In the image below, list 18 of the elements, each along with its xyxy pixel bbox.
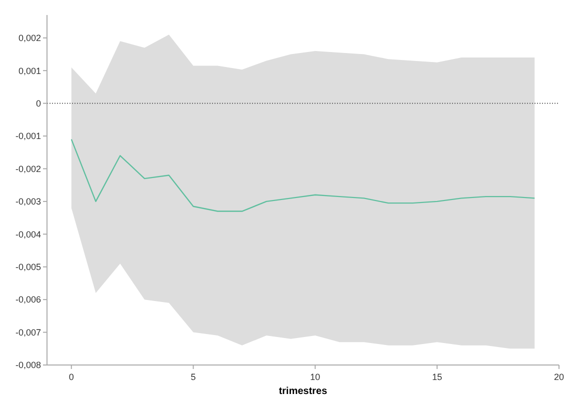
x-axis-title: trimestres — [278, 386, 328, 397]
x-tick-label: 15 — [432, 372, 442, 382]
y-tick-label: -0,002 — [15, 164, 41, 174]
line-series — [70, 138, 536, 212]
x-tick-label: 0 — [68, 372, 74, 382]
y-tick-label: -0,006 — [15, 294, 41, 305]
y-tick-label: 0,002 — [18, 33, 41, 44]
y-tick-label: -0,004 — [15, 229, 41, 240]
y-tick-label: -0,005 — [15, 262, 41, 272]
y-tick-label: -0,003 — [15, 196, 41, 207]
x-tick-label: 10 — [310, 372, 320, 382]
x-tick-label: 20 — [554, 372, 564, 382]
y-tick-label: 0,001 — [18, 66, 41, 76]
x-tick-label: 5 — [190, 372, 196, 382]
y-tick-label: -0,007 — [15, 327, 41, 338]
y-tick-label: 0 — [36, 98, 41, 108]
y-tick-label: -0,001 — [15, 131, 41, 142]
y-tick-label: -0,008 — [15, 360, 41, 370]
